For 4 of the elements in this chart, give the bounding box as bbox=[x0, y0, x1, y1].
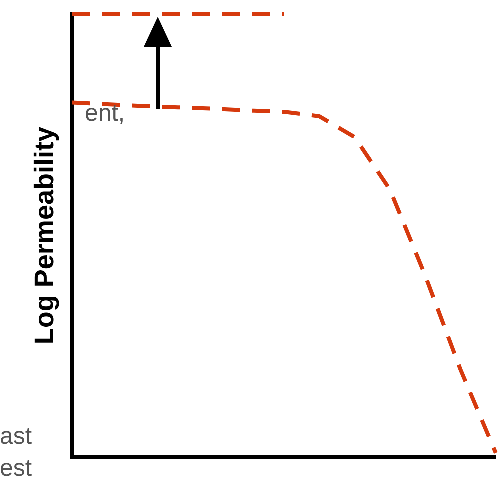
text: est bbox=[0, 455, 32, 482]
y-axis-title: Log Permeability bbox=[30, 127, 60, 345]
text: ast bbox=[0, 423, 32, 451]
annotation: ent, bbox=[85, 100, 126, 128]
